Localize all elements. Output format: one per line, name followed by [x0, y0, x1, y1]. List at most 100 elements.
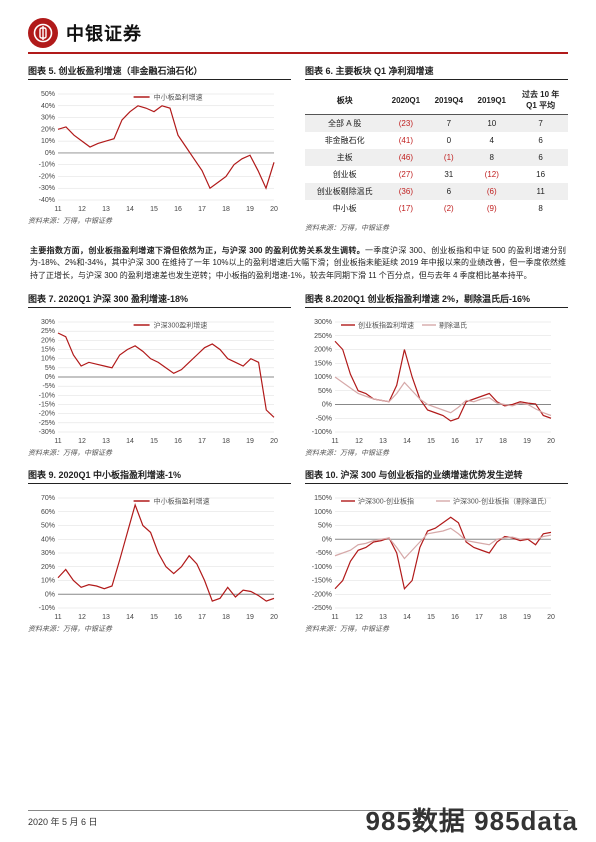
svg-text:16: 16 — [174, 438, 182, 445]
svg-text:15: 15 — [427, 614, 435, 621]
fig9-chart: -10%0%10%20%30%40%50%60%70%1112131415161… — [28, 486, 280, 622]
svg-text:-10%: -10% — [39, 605, 55, 612]
fig6: 图表 6. 主要板块 Q1 净利润增速 板块2020Q12019Q42019Q1… — [305, 64, 568, 233]
fig8-title: 图表 8.2020Q1 创业板指盈利增速 2%，剔除温氏后-16% — [305, 292, 568, 305]
svg-text:150%: 150% — [314, 360, 332, 367]
svg-text:30%: 30% — [41, 115, 55, 122]
fig9-title: 图表 9. 2020Q1 中小板指盈利增速-1% — [28, 468, 291, 481]
svg-text:15: 15 — [427, 438, 435, 445]
fig5-title: 图表 5. 创业板盈利增速（非金融石油石化） — [28, 64, 291, 77]
svg-text:17: 17 — [198, 614, 206, 621]
row-3: 图表 9. 2020Q1 中小板指盈利增速-1% -10%0%10%20%30%… — [28, 468, 568, 634]
svg-text:17: 17 — [475, 438, 483, 445]
fig5: 图表 5. 创业板盈利增速（非金融石油石化） -40%-30%-20%-10%0… — [28, 64, 291, 233]
svg-text:-30%: -30% — [39, 429, 55, 436]
svg-text:20%: 20% — [41, 126, 55, 133]
svg-text:18: 18 — [499, 438, 507, 445]
svg-text:14: 14 — [126, 206, 134, 213]
svg-text:20: 20 — [270, 438, 278, 445]
svg-text:14: 14 — [403, 614, 411, 621]
svg-text:25%: 25% — [41, 328, 55, 335]
fig5-source: 资料来源：万得，中银证券 — [28, 216, 291, 226]
svg-text:300%: 300% — [314, 319, 332, 326]
svg-text:50%: 50% — [318, 388, 332, 395]
fig10-source: 资料来源：万得，中银证券 — [305, 624, 568, 634]
fig7-chart: -30%-25%-20%-15%-10%-5%0%5%10%15%20%25%3… — [28, 310, 280, 446]
fig6-source: 资料来源：万得，中银证券 — [305, 223, 568, 233]
svg-text:16: 16 — [451, 614, 459, 621]
svg-text:200%: 200% — [314, 347, 332, 354]
fig8-chart: -100%-50%0%50%100%150%200%250%300%111213… — [305, 310, 557, 446]
svg-text:11: 11 — [54, 438, 61, 445]
svg-text:0%: 0% — [45, 374, 55, 381]
svg-text:-20%: -20% — [39, 411, 55, 418]
svg-text:16: 16 — [174, 614, 182, 621]
svg-text:-150%: -150% — [312, 578, 332, 585]
svg-text:20: 20 — [270, 206, 278, 213]
svg-text:19: 19 — [246, 614, 254, 621]
svg-text:-100%: -100% — [312, 429, 332, 436]
svg-text:50%: 50% — [41, 91, 55, 98]
svg-text:5%: 5% — [45, 365, 55, 372]
row-1: 图表 5. 创业板盈利增速（非金融石油石化） -40%-30%-20%-10%0… — [28, 64, 568, 233]
svg-text:20: 20 — [547, 438, 555, 445]
svg-text:中小板指盈利增速: 中小板指盈利增速 — [154, 497, 210, 506]
fig7: 图表 7. 2020Q1 沪深 300 盈利增速-18% -30%-25%-20… — [28, 292, 291, 458]
svg-text:12: 12 — [355, 438, 363, 445]
svg-text:11: 11 — [54, 206, 61, 213]
svg-text:-40%: -40% — [39, 197, 55, 204]
fig9: 图表 9. 2020Q1 中小板指盈利增速-1% -10%0%10%20%30%… — [28, 468, 291, 634]
svg-text:-50%: -50% — [316, 415, 332, 422]
svg-text:-15%: -15% — [39, 402, 55, 409]
svg-text:20: 20 — [547, 614, 555, 621]
svg-text:15: 15 — [150, 614, 158, 621]
svg-text:17: 17 — [475, 614, 483, 621]
fig10-chart: -250%-200%-150%-100%-50%0%50%100%150%111… — [305, 486, 557, 622]
svg-text:13: 13 — [102, 614, 110, 621]
svg-text:剔除温氏: 剔除温氏 — [439, 321, 467, 330]
svg-text:19: 19 — [246, 438, 254, 445]
svg-text:17: 17 — [198, 438, 206, 445]
svg-text:11: 11 — [331, 438, 338, 445]
svg-text:50%: 50% — [318, 523, 332, 530]
svg-text:中小板盈利增速: 中小板盈利增速 — [154, 93, 203, 102]
page: 中银证券 图表 5. 创业板盈利增速（非金融石油石化） -40% -30% -20%… — [0, 0, 596, 842]
svg-text:11: 11 — [54, 614, 61, 621]
brand-name: 中银证券 — [66, 20, 142, 46]
svg-text:-25%: -25% — [39, 420, 55, 427]
svg-text:18: 18 — [222, 614, 230, 621]
svg-text:15%: 15% — [41, 347, 55, 354]
svg-text:16: 16 — [451, 438, 459, 445]
svg-text:10%: 10% — [41, 578, 55, 585]
fig5-chart: -40%-30%-20%-10%0%10%20%30%40%50%1112131… — [28, 82, 280, 214]
svg-text:15: 15 — [150, 438, 158, 445]
svg-text:-250%: -250% — [312, 605, 332, 612]
svg-text:100%: 100% — [314, 374, 332, 381]
svg-text:12: 12 — [355, 614, 363, 621]
svg-text:14: 14 — [126, 614, 134, 621]
svg-text:19: 19 — [246, 206, 254, 213]
watermark: 985数据 985data — [366, 801, 578, 838]
footer-date: 2020 年 5 月 6 日 — [28, 815, 98, 828]
svg-text:20: 20 — [270, 614, 278, 621]
svg-text:-30%: -30% — [39, 185, 55, 192]
row-2: 图表 7. 2020Q1 沪深 300 盈利增速-18% -30%-25%-20… — [28, 292, 568, 458]
svg-text:250%: 250% — [314, 333, 332, 340]
svg-text:18: 18 — [499, 614, 507, 621]
svg-text:12: 12 — [78, 438, 86, 445]
svg-text:150%: 150% — [314, 495, 332, 502]
fig9-source: 资料来源：万得，中银证券 — [28, 624, 291, 634]
svg-text:14: 14 — [403, 438, 411, 445]
svg-text:13: 13 — [379, 438, 387, 445]
svg-text:-5%: -5% — [43, 383, 55, 390]
svg-text:100%: 100% — [314, 509, 332, 516]
svg-text:40%: 40% — [41, 103, 55, 110]
svg-text:-20%: -20% — [39, 173, 55, 180]
svg-text:16: 16 — [174, 206, 182, 213]
body-paragraph: 主要指数方面，创业板指盈利增速下滑但依然为正，与沪深 300 的盈利优势关系发生… — [30, 245, 566, 282]
header: 中银证券 — [28, 18, 568, 48]
svg-text:-10%: -10% — [39, 393, 55, 400]
svg-text:10%: 10% — [41, 138, 55, 145]
svg-text:19: 19 — [523, 438, 531, 445]
fig7-source: 资料来源：万得，中银证券 — [28, 448, 291, 458]
